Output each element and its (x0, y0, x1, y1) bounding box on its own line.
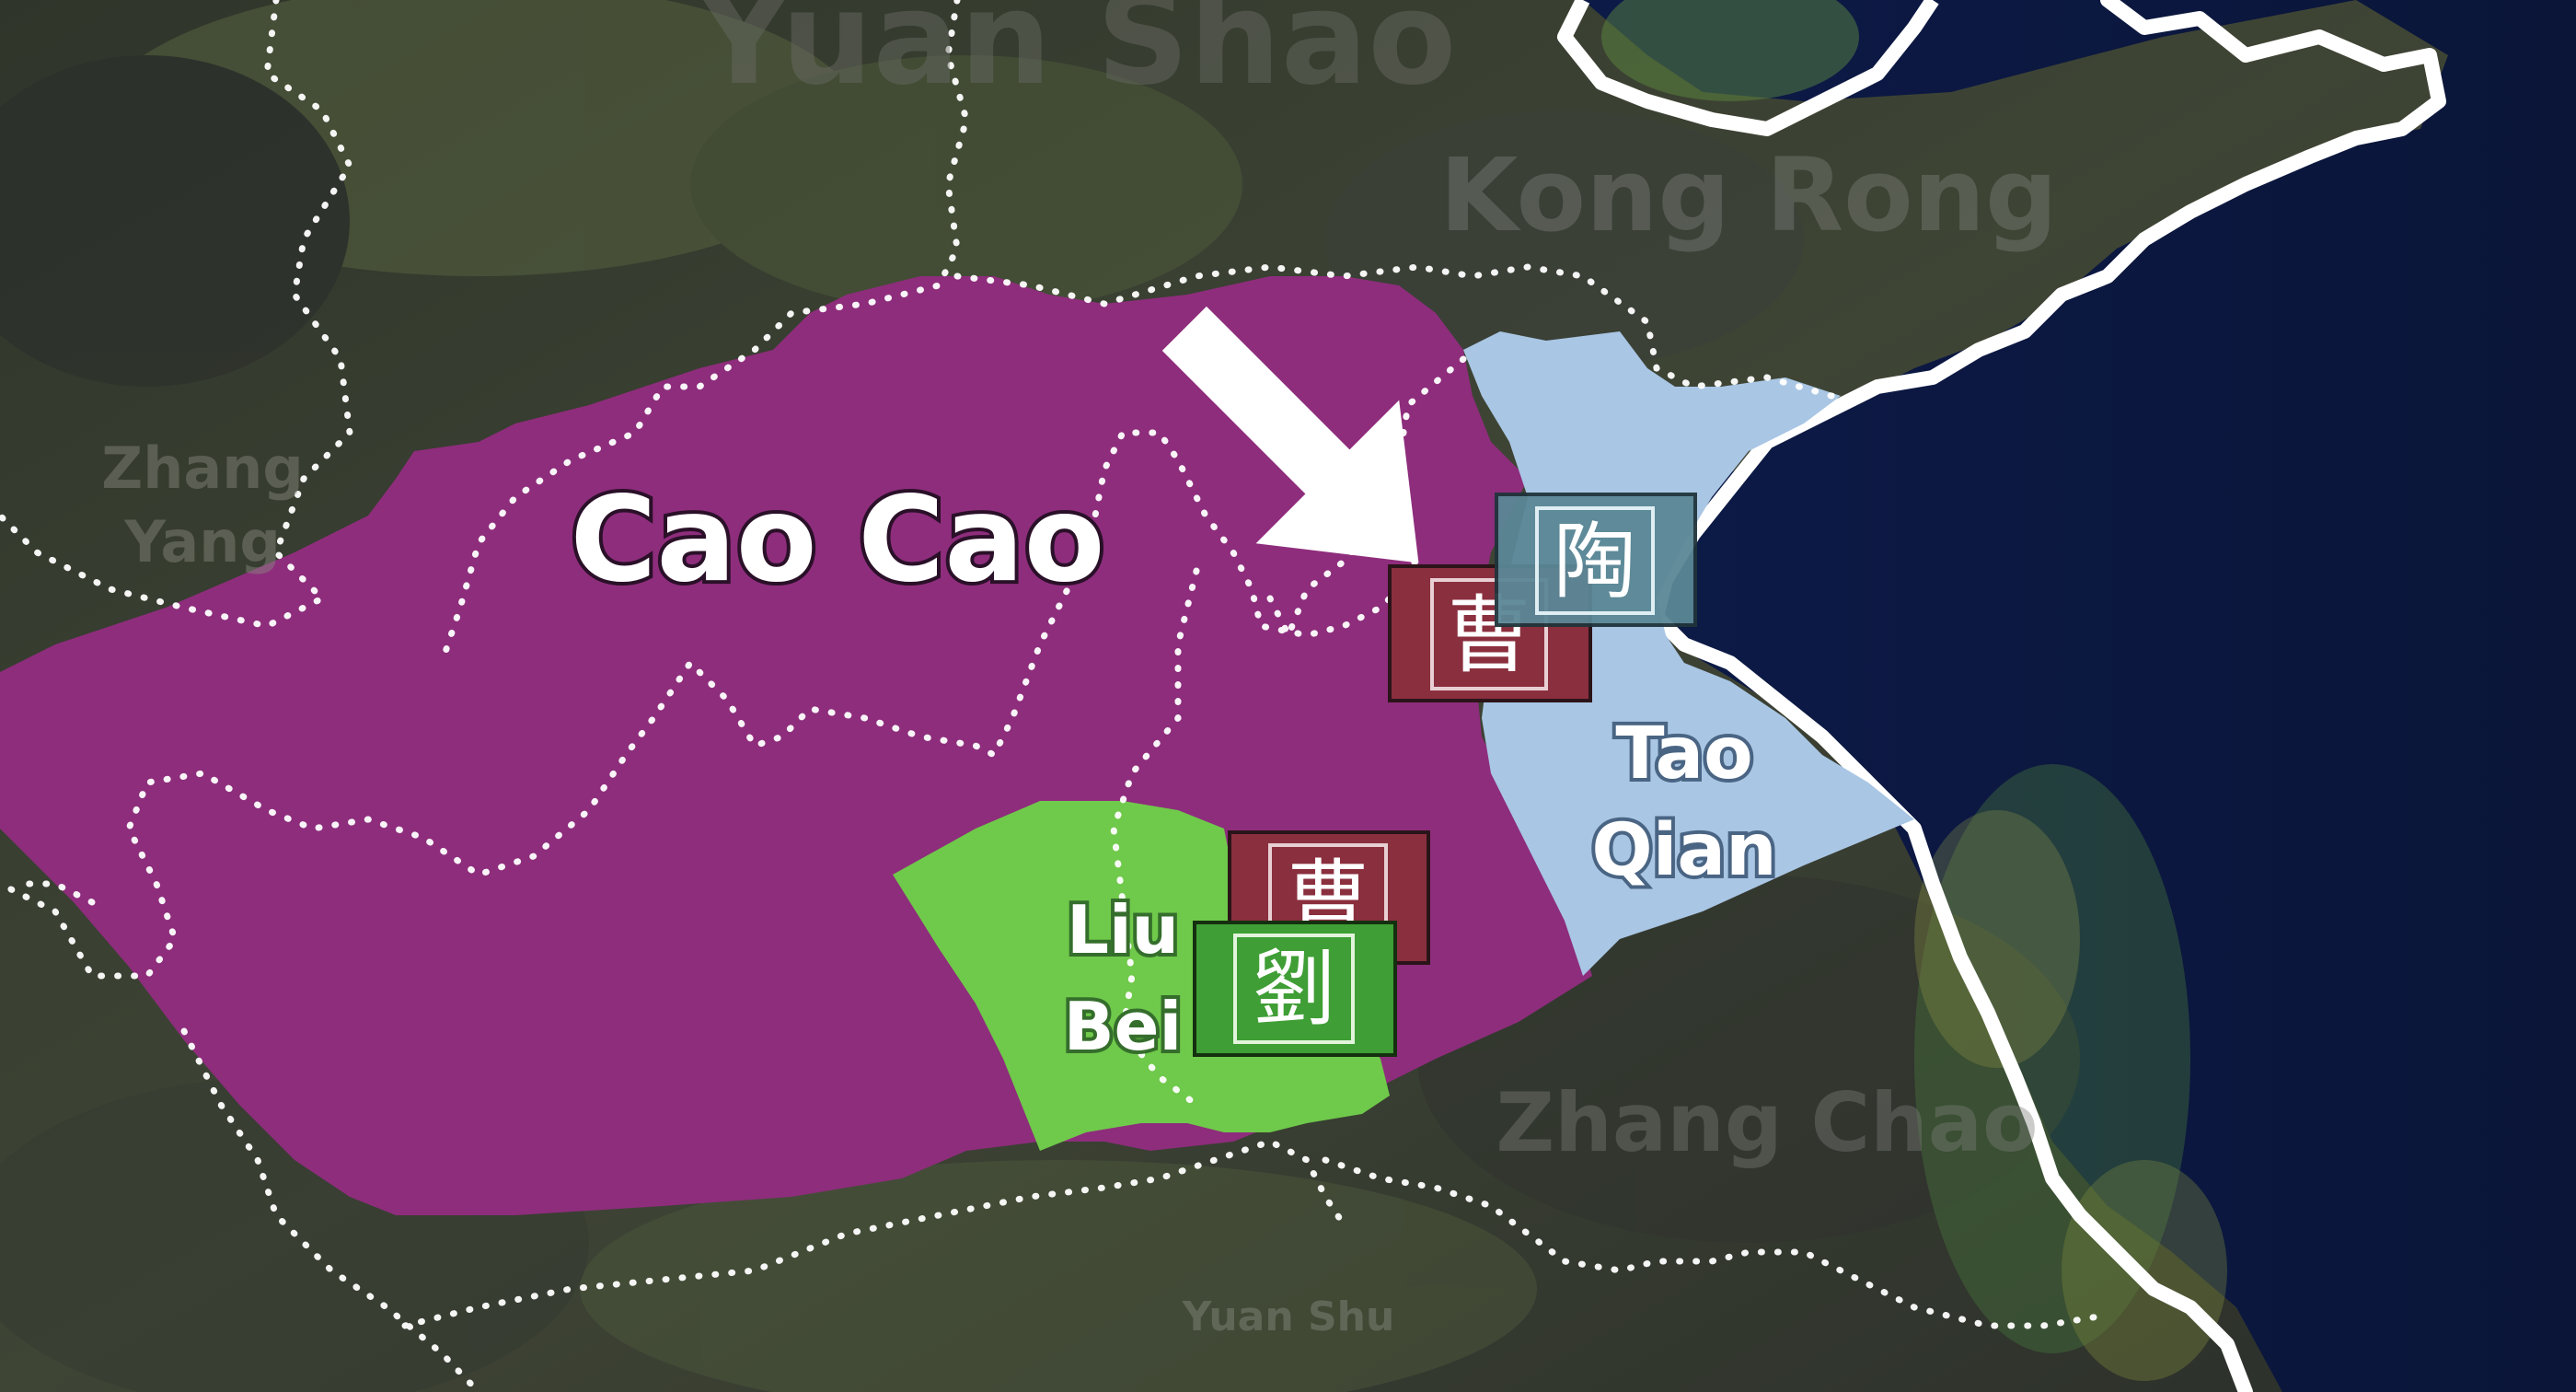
label-yuan-shao: Yuan Shao (696, 0, 1457, 114)
label-zhang-yang-line1: Zhang (101, 435, 303, 502)
coastal-shelf (1601, 0, 2227, 1381)
label-yuan-shu: Yuan Shu (1182, 1293, 1395, 1340)
region-liu-bei (893, 801, 1390, 1151)
banner-tao-glyph: 陶 (1554, 514, 1636, 610)
banner-liu: 劉 (1193, 921, 1397, 1057)
label-zhang-chao: Zhang Chao (1496, 1075, 2038, 1170)
banner-liu-glyph: 劉 (1253, 941, 1335, 1038)
label-liu-bei-line2: Bei (1064, 988, 1182, 1065)
label-liu-bei-line1: Liu (1067, 891, 1179, 969)
coastline-north (1557, 0, 1939, 136)
banner-tao: 陶 (1495, 493, 1697, 627)
province-borders (0, 0, 2102, 1392)
region-labels: Cao Cao Tao Qian Liu Bei (566, 468, 1780, 1069)
label-cao-cao: Cao Cao (570, 471, 1104, 609)
label-kong-rong: Kong Rong (1439, 136, 2058, 254)
coastline (1649, 0, 2446, 1392)
label-tao-qian-line2: Qian (1591, 809, 1776, 892)
faded-labels: Yuan Shao Kong Rong Zhang Yang Zhang Cha… (101, 0, 2058, 1340)
attack-arrow (1161, 306, 1419, 563)
label-zhang-yang-line2: Yang (123, 508, 281, 575)
label-tao-qian-line1: Tao (1615, 713, 1752, 795)
